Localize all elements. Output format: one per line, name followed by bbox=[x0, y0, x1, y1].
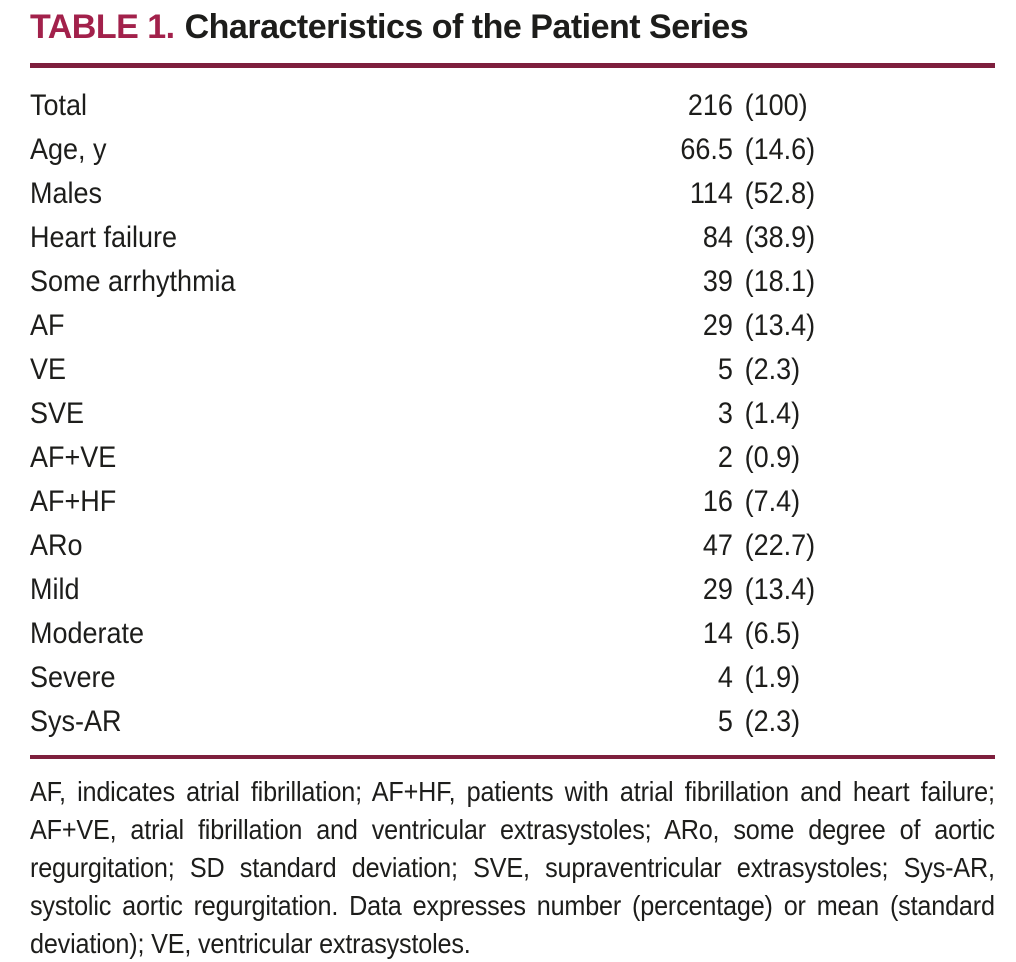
row-value-number: 114 bbox=[689, 177, 733, 210]
table-row: ARo 47 (22.7) bbox=[30, 524, 995, 568]
table-row: Some arrhythmia 39 (18.1) bbox=[30, 260, 995, 304]
row-value-paren: (38.9) bbox=[744, 221, 816, 254]
row-value-paren: (6.5) bbox=[744, 617, 801, 650]
table-row: Sys-AR 5 (2.3) bbox=[30, 700, 995, 744]
table-row: AF+HF 16 (7.4) bbox=[30, 480, 995, 524]
table-row: Heart failure 84 (38.9) bbox=[30, 216, 995, 260]
row-label: Heart failure bbox=[30, 221, 178, 254]
row-label: Some arrhythmia bbox=[30, 265, 236, 298]
row-label: VE bbox=[30, 353, 67, 386]
row-value-paren: (18.1) bbox=[744, 265, 816, 298]
row-value-paren: (1.4) bbox=[744, 397, 801, 430]
row-label: AF bbox=[30, 309, 65, 342]
table-row: Moderate 14 (6.5) bbox=[30, 612, 995, 656]
row-value-paren: (22.7) bbox=[744, 529, 816, 562]
table-row: Total 216 (100) bbox=[30, 84, 995, 128]
row-value-paren: (13.4) bbox=[744, 309, 816, 342]
table-number-label: TABLE 1. bbox=[30, 8, 175, 46]
row-value-number: 2 bbox=[717, 441, 733, 474]
table-1-figure: TABLE 1. Characteristics of the Patient S… bbox=[30, 8, 995, 959]
row-value-number: 16 bbox=[702, 485, 733, 518]
row-value-paren: (2.3) bbox=[744, 353, 801, 386]
row-value-number: 39 bbox=[702, 265, 733, 298]
row-label: ARo bbox=[30, 529, 83, 562]
row-value-number: 47 bbox=[702, 529, 733, 562]
row-value-paren: (2.3) bbox=[744, 705, 801, 738]
table-body: Total 216 (100) Age, y 66.5 (14.6) Males 114(… bbox=[30, 84, 995, 744]
row-value-number: 29 bbox=[702, 573, 733, 606]
row-label: Males bbox=[30, 177, 103, 210]
row-label: SVE bbox=[30, 397, 85, 430]
row-label: Total bbox=[30, 89, 88, 122]
row-label: Mild bbox=[30, 573, 80, 606]
row-value-paren: (52.8) bbox=[744, 177, 816, 210]
table-row: AF 29 (13.4) bbox=[30, 304, 995, 348]
row-value-number: 29 bbox=[702, 309, 733, 342]
row-value-paren: (13.4) bbox=[744, 573, 816, 606]
table-header: TABLE 1. Characteristics of the Patient S… bbox=[30, 8, 995, 46]
row-value-paren: (14.6) bbox=[744, 133, 816, 166]
table-row: VE 5 (2.3) bbox=[30, 348, 995, 392]
row-label: AF+VE bbox=[30, 441, 117, 474]
row-value-number: 14 bbox=[702, 617, 733, 650]
row-value-paren: (1.9) bbox=[744, 661, 801, 694]
table-row: Severe 4 (1.9) bbox=[30, 656, 995, 700]
table-row: Age, y 66.5 (14.6) bbox=[30, 128, 995, 172]
table-row: SVE 3 (1.4) bbox=[30, 392, 995, 436]
row-label: AF+HF bbox=[30, 485, 117, 518]
row-value-number: 3 bbox=[717, 397, 733, 430]
row-value-paren: (7.4) bbox=[744, 485, 801, 518]
header-rule bbox=[30, 63, 995, 68]
row-value-number: 66.5 bbox=[680, 133, 733, 166]
table-title: Characteristics of the Patient Series bbox=[184, 8, 749, 46]
table-row: AF+VE 2 (0.9) bbox=[30, 436, 995, 480]
row-value-number: 5 bbox=[717, 705, 733, 738]
row-value-paren: (100) bbox=[744, 89, 808, 122]
row-label: Severe bbox=[30, 661, 116, 694]
row-label: Sys-AR bbox=[30, 705, 122, 738]
footer-rule bbox=[30, 755, 995, 759]
table-row: Mild 29 (13.4) bbox=[30, 568, 995, 612]
row-value-number: 4 bbox=[717, 661, 733, 694]
table-row: Males 114 (52.8) bbox=[30, 172, 995, 216]
row-value-paren: (0.9) bbox=[744, 441, 801, 474]
row-value-number: 216 bbox=[687, 89, 733, 122]
row-label: Moderate bbox=[30, 617, 145, 650]
footnote-text: AF, indicates atrial fibrillation; AF+HF… bbox=[30, 776, 995, 959]
row-label: Age, y bbox=[30, 133, 107, 166]
row-value-number: 5 bbox=[717, 353, 733, 386]
row-value-number: 84 bbox=[702, 221, 733, 254]
